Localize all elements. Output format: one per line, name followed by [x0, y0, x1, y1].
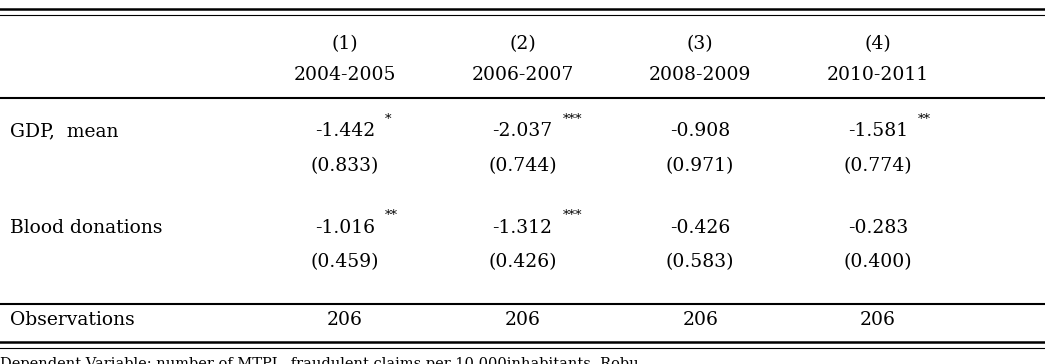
- Text: (0.744): (0.744): [488, 157, 557, 175]
- Text: (0.774): (0.774): [843, 157, 912, 175]
- Text: 206: 206: [682, 311, 718, 329]
- Text: 206: 206: [860, 311, 896, 329]
- Text: -1.581: -1.581: [847, 123, 908, 141]
- Text: -2.037: -2.037: [492, 123, 553, 141]
- Text: -1.016: -1.016: [315, 219, 375, 237]
- Text: (0.426): (0.426): [488, 254, 557, 272]
- Text: 206: 206: [505, 311, 540, 329]
- Text: (0.971): (0.971): [666, 157, 735, 175]
- Text: *: *: [386, 113, 392, 126]
- Text: (2): (2): [509, 35, 536, 53]
- Text: 2006-2007: 2006-2007: [471, 66, 574, 84]
- Text: (1): (1): [331, 35, 358, 53]
- Text: (4): (4): [864, 35, 891, 53]
- Text: -1.442: -1.442: [315, 123, 375, 141]
- Text: -0.283: -0.283: [847, 219, 908, 237]
- Text: 2010-2011: 2010-2011: [827, 66, 929, 84]
- Text: **: **: [918, 113, 931, 126]
- Text: Blood donations: Blood donations: [10, 219, 163, 237]
- Text: GDP,  mean: GDP, mean: [10, 123, 119, 141]
- Text: ***: ***: [562, 113, 582, 126]
- Text: (0.583): (0.583): [666, 254, 735, 272]
- Text: ***: ***: [562, 209, 582, 222]
- Text: (0.833): (0.833): [310, 157, 379, 175]
- Text: -0.426: -0.426: [670, 219, 730, 237]
- Text: -1.312: -1.312: [492, 219, 553, 237]
- Text: Observations: Observations: [10, 311, 135, 329]
- Text: **: **: [386, 209, 398, 222]
- Text: Dependent Variable: number of MTPL  fraudulent claims per 10,000inhabitants. Rob: Dependent Variable: number of MTPL fraud…: [0, 357, 638, 364]
- Text: 2008-2009: 2008-2009: [649, 66, 751, 84]
- Text: -0.908: -0.908: [670, 123, 730, 141]
- Text: 206: 206: [327, 311, 363, 329]
- Text: 2004-2005: 2004-2005: [294, 66, 396, 84]
- Text: (3): (3): [687, 35, 714, 53]
- Text: (0.459): (0.459): [310, 254, 379, 272]
- Text: (0.400): (0.400): [843, 254, 912, 272]
